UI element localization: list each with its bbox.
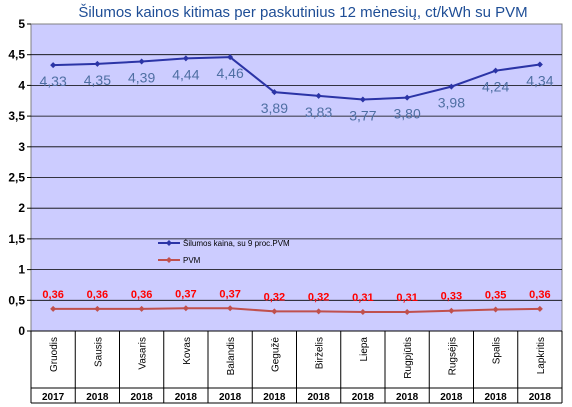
legend-label: Šilumos kaina, su 9 proc.PVM [183, 239, 290, 248]
heat-price-data-label: 4,46 [217, 65, 244, 81]
vat-point [227, 305, 234, 312]
heat-price-data-label: 4,35 [84, 72, 111, 88]
vat-data-label: 0,36 [529, 289, 550, 301]
y-tick-label: 1 [18, 263, 25, 277]
vat-point [50, 305, 57, 312]
y-tick-label: 4 [18, 78, 25, 92]
y-tick-label: 2,5 [8, 171, 25, 185]
legend-marker [166, 240, 172, 246]
legend-marker [166, 257, 172, 263]
y-tick-label: 0,5 [8, 293, 25, 307]
vat-data-label: 0,31 [352, 292, 373, 304]
year-label: 2018 [308, 392, 331, 403]
heat-price-data-label: 4,44 [172, 66, 199, 82]
heat-price-point [536, 61, 543, 68]
heat-price-point [94, 60, 101, 67]
y-tick-label: 2 [18, 201, 25, 215]
y-tick-label: 3,5 [8, 109, 25, 123]
x-tick-label: Rugpjūtis [403, 337, 414, 379]
heat-price-point [138, 58, 145, 65]
heat-price-data-label: 4,34 [526, 73, 553, 89]
vat-point [271, 308, 278, 315]
heat-price-point [448, 83, 455, 90]
x-tick-label: Rugsėjis [447, 337, 458, 375]
vat-point [359, 308, 366, 315]
heat-price-data-label: 3,89 [261, 100, 288, 116]
vat-point [182, 305, 189, 312]
vat-data-label: 0,37 [175, 288, 196, 300]
heat-price-point [227, 54, 234, 61]
vat-data-label: 0,33 [441, 291, 462, 303]
year-label: 2017 [42, 392, 65, 403]
x-tick-label: Liepa [359, 337, 370, 362]
year-label: 2018 [263, 392, 286, 403]
heat-price-data-label: 3,98 [438, 95, 465, 111]
vat-data-label: 0,36 [42, 289, 63, 301]
x-tick-label: Spalis [492, 337, 503, 364]
year-label: 2018 [440, 392, 463, 403]
vat-point [404, 308, 411, 315]
legend-label: PVM [183, 256, 201, 265]
heat-price-point [492, 67, 499, 74]
heat-price-data-label: 3,80 [394, 106, 421, 122]
vat-point [94, 305, 101, 312]
vat-point [448, 307, 455, 314]
year-label: 2018 [175, 392, 198, 403]
y-tick-label: 5 [18, 17, 25, 31]
vat-data-label: 0,35 [485, 290, 506, 302]
heat-price-data-label: 3,77 [349, 108, 376, 124]
x-tick-label: Birželis [315, 337, 326, 369]
x-tick-label: Gegužė [270, 337, 281, 372]
year-label: 2018 [529, 392, 552, 403]
vat-data-label: 0,36 [131, 289, 152, 301]
y-tick-label: 0 [18, 324, 25, 338]
vat-point [315, 308, 322, 315]
vat-line [53, 307, 540, 313]
heat-price-point [315, 92, 322, 99]
year-label: 2018 [86, 392, 109, 403]
year-label: 2018 [396, 392, 419, 403]
x-tick-label: Lapkritis [536, 337, 547, 374]
vat-point [492, 306, 499, 313]
x-tick-label: Gruodis [49, 337, 60, 372]
vat-data-label: 0,31 [396, 292, 417, 304]
year-label: 2018 [219, 392, 242, 403]
year-label: 2018 [352, 392, 375, 403]
y-tick-label: 3 [18, 140, 25, 154]
heat-price-data-label: 3,83 [305, 104, 332, 120]
y-tick-label: 1,5 [8, 232, 25, 246]
heat-price-point [182, 55, 189, 62]
vat-data-label: 0,37 [219, 288, 240, 300]
year-label: 2018 [131, 392, 154, 403]
y-tick-label: 4,5 [8, 48, 25, 62]
vat-point [138, 305, 145, 312]
heat-price-data-label: 4,24 [482, 79, 509, 95]
x-tick-label: Kovas [182, 337, 193, 365]
chart-title: Šilumos kainos kitimas per paskutinius 1… [78, 4, 527, 21]
x-tick-label: Balandis [226, 337, 237, 375]
x-tick-label: Sausis [93, 337, 104, 367]
vat-data-label: 0,32 [308, 291, 329, 303]
heat-price-point [271, 89, 278, 96]
vat-data-label: 0,32 [264, 291, 285, 303]
vat-point [536, 305, 543, 312]
vat-data-label: 0,36 [87, 289, 108, 301]
x-tick-label: Vasaris [138, 337, 149, 370]
heat-price-data-label: 4,39 [128, 69, 155, 85]
heat-price-line [53, 56, 541, 101]
heat-price-data-label: 4,33 [40, 73, 67, 89]
heat-price-point [359, 96, 366, 103]
heat-price-point [50, 62, 57, 69]
year-label: 2018 [485, 392, 508, 403]
heat-price-point [404, 94, 411, 101]
